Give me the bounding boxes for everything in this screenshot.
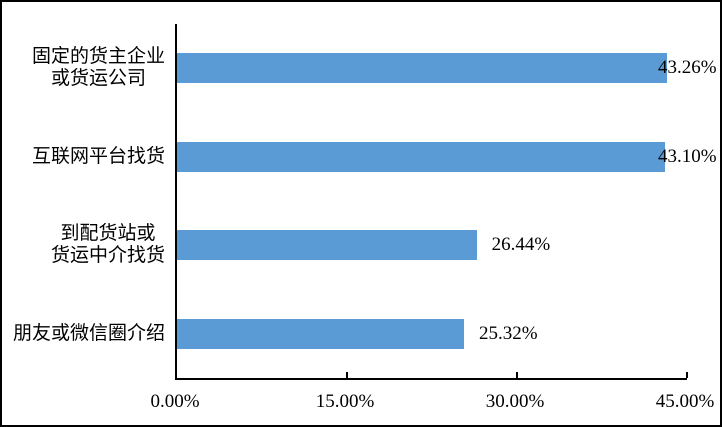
category-label: 互联网平台找货 bbox=[31, 145, 165, 167]
category-axis-labels: 固定的货主企业 或货运公司互联网平台找货到配货站或 货运中介找货朋友或微信圈介绍 bbox=[2, 24, 165, 378]
bar-row: 43.26% bbox=[177, 24, 717, 113]
category-row: 朋友或微信圈介绍 bbox=[2, 290, 165, 379]
bar bbox=[177, 53, 668, 84]
x-tick-label: 0.00% bbox=[150, 391, 200, 412]
category-label: 固定的货主企业 或货运公司 bbox=[31, 46, 165, 90]
bar-row: 25.32% bbox=[177, 290, 687, 379]
value-label: 25.32% bbox=[478, 322, 538, 344]
bar-row: 43.10% bbox=[177, 113, 717, 202]
x-tick-label: 45.00% bbox=[655, 391, 715, 412]
bar bbox=[177, 141, 666, 172]
category-label: 到配货站或 货运中介找货 bbox=[50, 223, 165, 267]
x-axis-tick bbox=[516, 372, 518, 378]
x-tick-label: 30.00% bbox=[485, 391, 545, 412]
bar-row: 26.44% bbox=[177, 201, 687, 290]
bar bbox=[177, 230, 477, 261]
x-tick-label: 15.00% bbox=[315, 391, 375, 412]
value-label: 43.10% bbox=[658, 145, 717, 167]
category-row: 固定的货主企业 或货运公司 bbox=[2, 24, 165, 113]
category-row: 到配货站或 货运中介找货 bbox=[2, 201, 165, 290]
x-axis-tick bbox=[686, 372, 688, 378]
category-label: 朋友或微信圈介绍 bbox=[12, 322, 165, 344]
plot-area: 43.26% 43.10% 26.44% 25.32% bbox=[175, 24, 717, 380]
category-row: 互联网平台找货 bbox=[2, 113, 165, 202]
bar bbox=[177, 318, 464, 349]
value-label: 26.44% bbox=[491, 234, 551, 256]
value-label: 43.26% bbox=[658, 57, 717, 79]
x-axis-tick bbox=[346, 372, 348, 378]
